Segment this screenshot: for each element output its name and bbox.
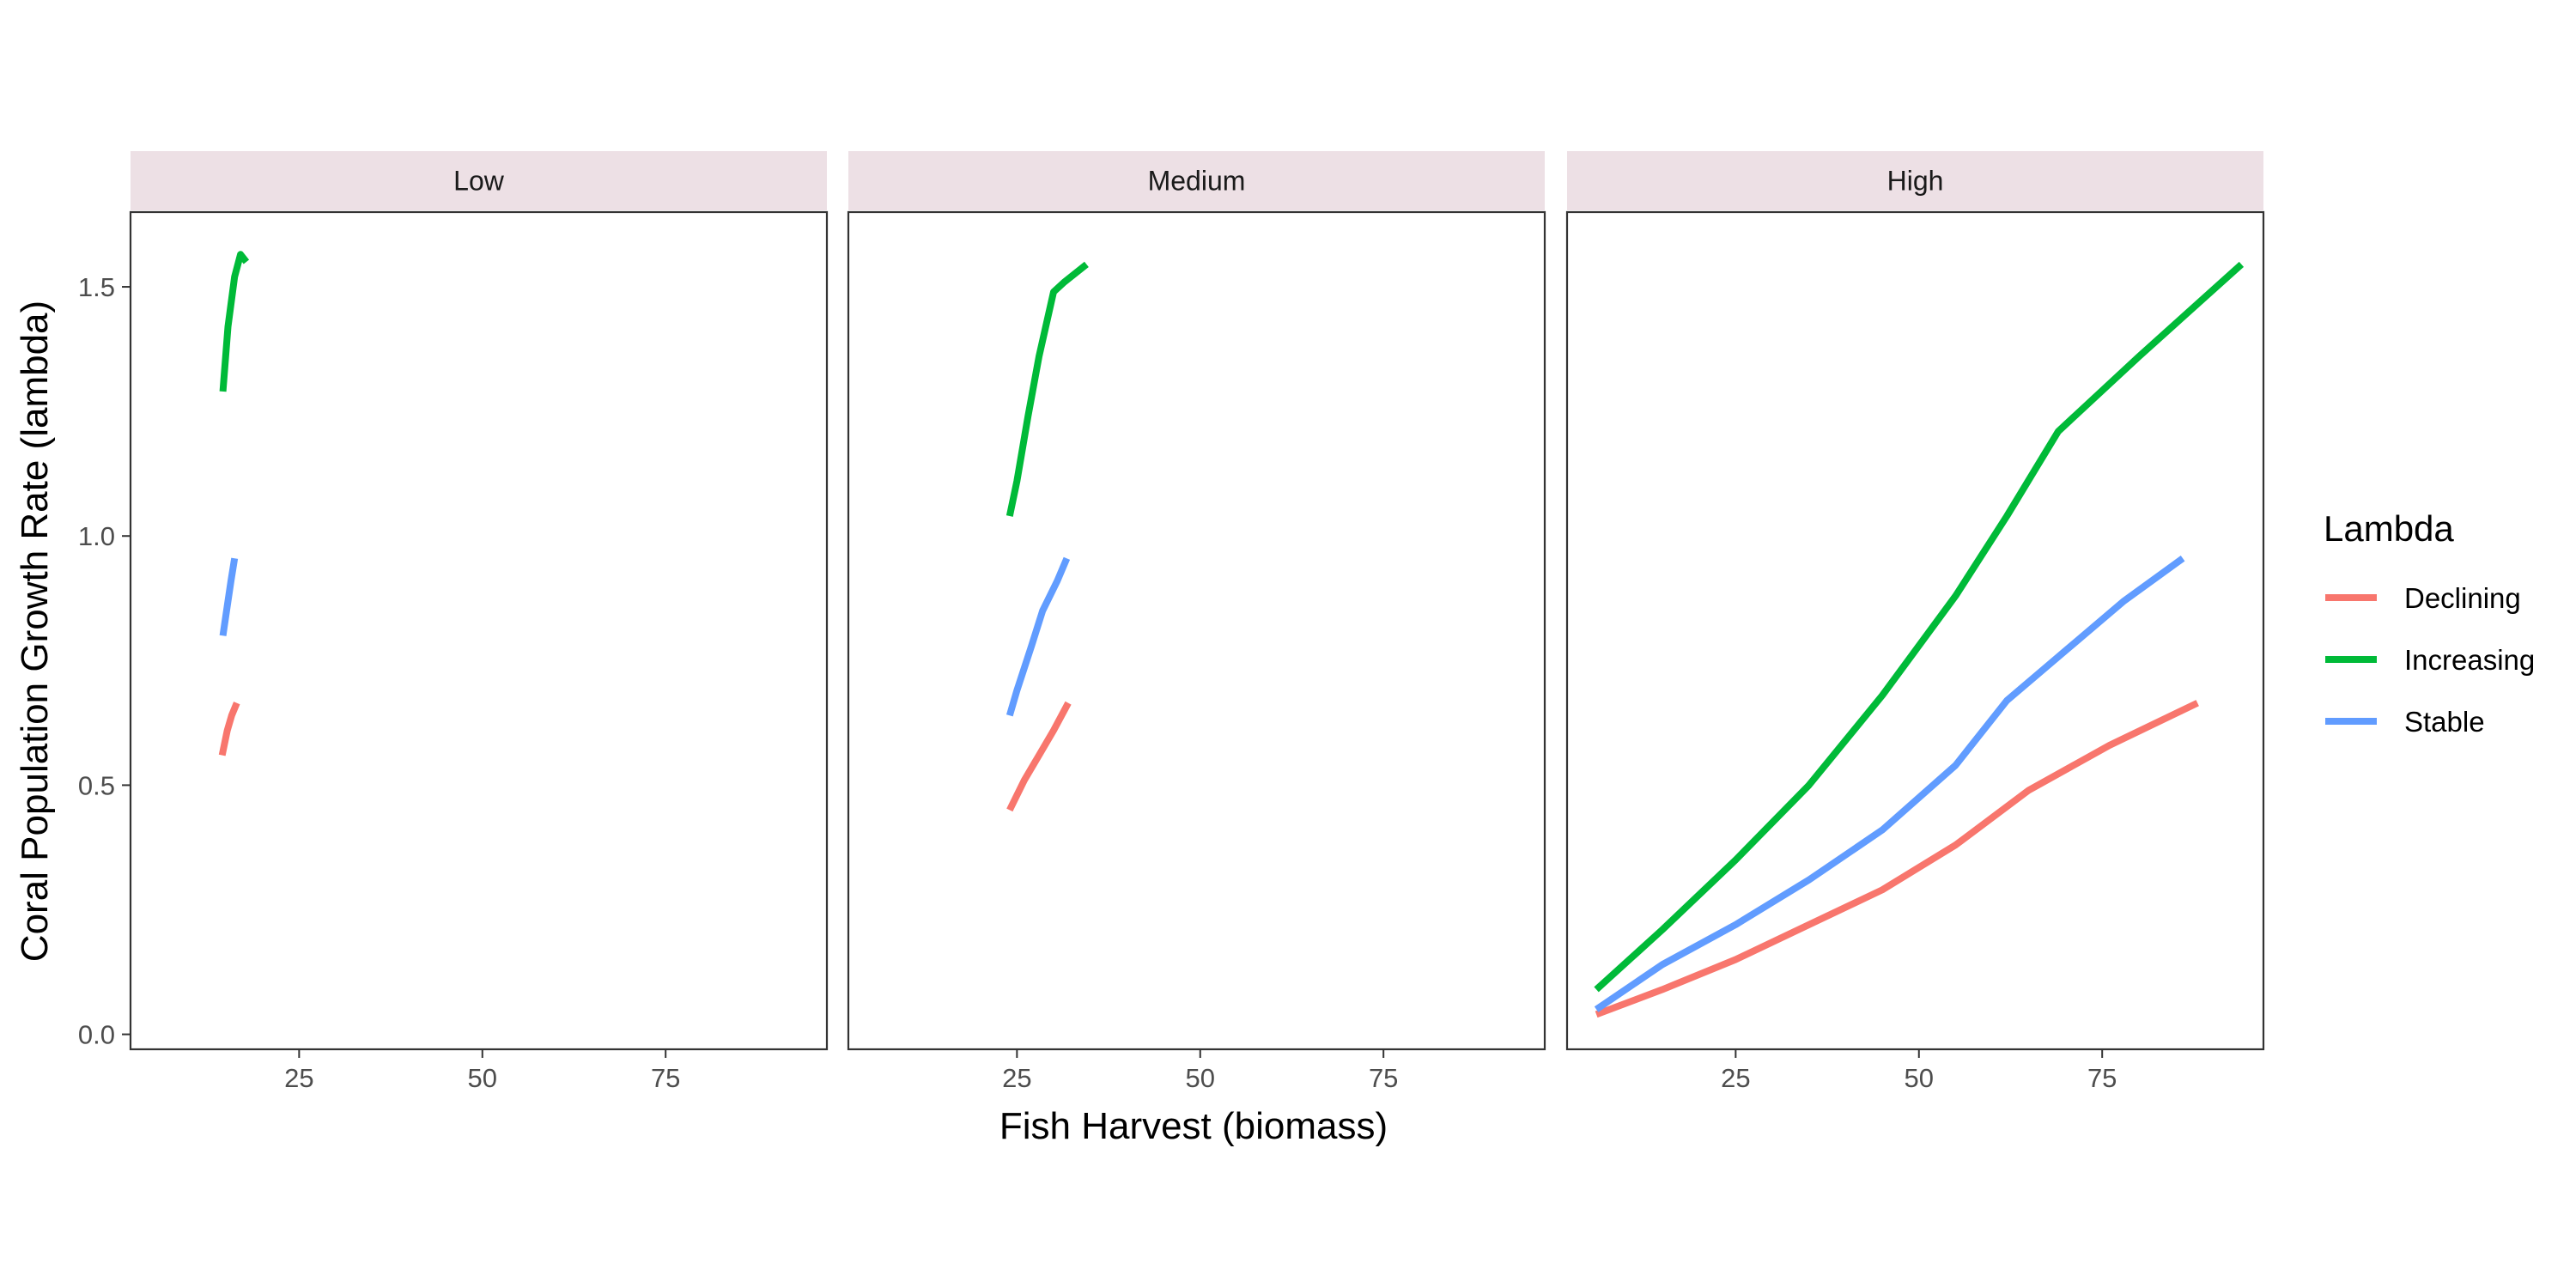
panel-medium: Medium 25 50 75 xyxy=(847,151,1546,1093)
series-line-low-stable xyxy=(219,557,239,636)
panel-medium-background xyxy=(848,212,1545,1049)
y-tick-label-0-5: 0.5 xyxy=(78,770,115,800)
series-line-high-declining xyxy=(1595,700,2199,1018)
facet-panels: Low 25 50 75 0.0 0.5 1.0 1.5 Medium 25 50 75 High 25 5… xyxy=(78,151,2265,1093)
legend-item-stable: Stable xyxy=(2325,706,2485,738)
x-tick-label-low-50: 50 xyxy=(468,1063,497,1093)
x-tick-label-low-75: 75 xyxy=(651,1063,680,1093)
strip-high-background xyxy=(1567,151,2263,210)
legend-item-increasing: Increasing xyxy=(2325,644,2535,676)
x-axis-title: Fish Harvest (biomass) xyxy=(999,1105,1388,1147)
strip-medium-background xyxy=(848,151,1545,210)
legend-item-declining: Declining xyxy=(2325,582,2521,614)
strip-label-high: High xyxy=(1887,166,1944,197)
x-tick-label-high-25: 25 xyxy=(1721,1063,1750,1093)
legend-label-stable: Stable xyxy=(2404,706,2485,738)
series-line-medium-increasing xyxy=(1005,261,1089,517)
legend-label-increasing: Increasing xyxy=(2404,644,2535,676)
y-tick-label-1-5: 1.5 xyxy=(78,272,115,302)
series-line-high-stable xyxy=(1594,556,2185,1012)
strip-label-medium: Medium xyxy=(1148,166,1246,197)
panel-low: Low 25 50 75 0.0 0.5 1.0 1.5 xyxy=(78,151,829,1093)
x-tick-label-medium-75: 75 xyxy=(1369,1063,1398,1093)
series-line-medium-stable xyxy=(1005,556,1071,717)
legend-title: Lambda xyxy=(2324,508,2454,549)
x-tick-label-medium-50: 50 xyxy=(1186,1063,1215,1093)
panel-low-background xyxy=(131,212,827,1049)
x-tick-label-high-75: 75 xyxy=(2087,1063,2117,1093)
y-tick-label-1-0: 1.0 xyxy=(78,521,115,551)
panel-medium-border xyxy=(847,210,1546,1051)
panel-high-border xyxy=(1565,210,2265,1051)
x-tick-label-low-25: 25 xyxy=(284,1063,313,1093)
legend-label-declining: Declining xyxy=(2404,582,2521,614)
legend: Lambda Declining Increasing Stable xyxy=(2324,508,2535,738)
y-axis-title: Coral Population Growth Rate (lambda) xyxy=(14,301,56,962)
panel-low-border xyxy=(129,210,829,1051)
panel-high: High 25 50 75 xyxy=(1565,151,2265,1093)
strip-low-background xyxy=(131,151,827,210)
series-line-low-declining xyxy=(218,702,240,756)
x-tick-label-medium-25: 25 xyxy=(1002,1063,1031,1093)
y-tick-label-0-0: 0.0 xyxy=(78,1020,115,1050)
x-tick-label-high-50: 50 xyxy=(1905,1063,1934,1093)
series-line-high-increasing xyxy=(1594,261,2245,993)
series-line-medium-declining xyxy=(1006,701,1072,812)
strip-label-low: Low xyxy=(453,166,505,197)
series-line-low-increasing xyxy=(219,251,250,392)
legend-items: Declining Increasing Stable xyxy=(2325,582,2535,738)
